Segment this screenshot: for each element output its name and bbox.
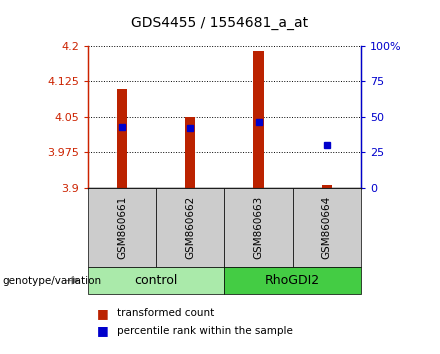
Text: GSM860663: GSM860663 bbox=[253, 196, 264, 259]
Text: percentile rank within the sample: percentile rank within the sample bbox=[117, 326, 293, 336]
Text: ■: ■ bbox=[97, 307, 109, 320]
Bar bbox=[322, 185, 332, 188]
Text: transformed count: transformed count bbox=[117, 308, 214, 318]
Bar bbox=[117, 90, 127, 188]
Text: RhoGDI2: RhoGDI2 bbox=[265, 274, 320, 287]
Text: genotype/variation: genotype/variation bbox=[2, 275, 101, 286]
Bar bbox=[253, 51, 264, 188]
Text: GSM860662: GSM860662 bbox=[185, 196, 195, 259]
Text: GSM860661: GSM860661 bbox=[117, 196, 127, 259]
Text: GSM860664: GSM860664 bbox=[322, 196, 332, 259]
Text: ■: ■ bbox=[97, 325, 109, 337]
Bar bbox=[185, 117, 195, 188]
Text: control: control bbox=[135, 274, 178, 287]
Text: GDS4455 / 1554681_a_at: GDS4455 / 1554681_a_at bbox=[132, 16, 308, 30]
